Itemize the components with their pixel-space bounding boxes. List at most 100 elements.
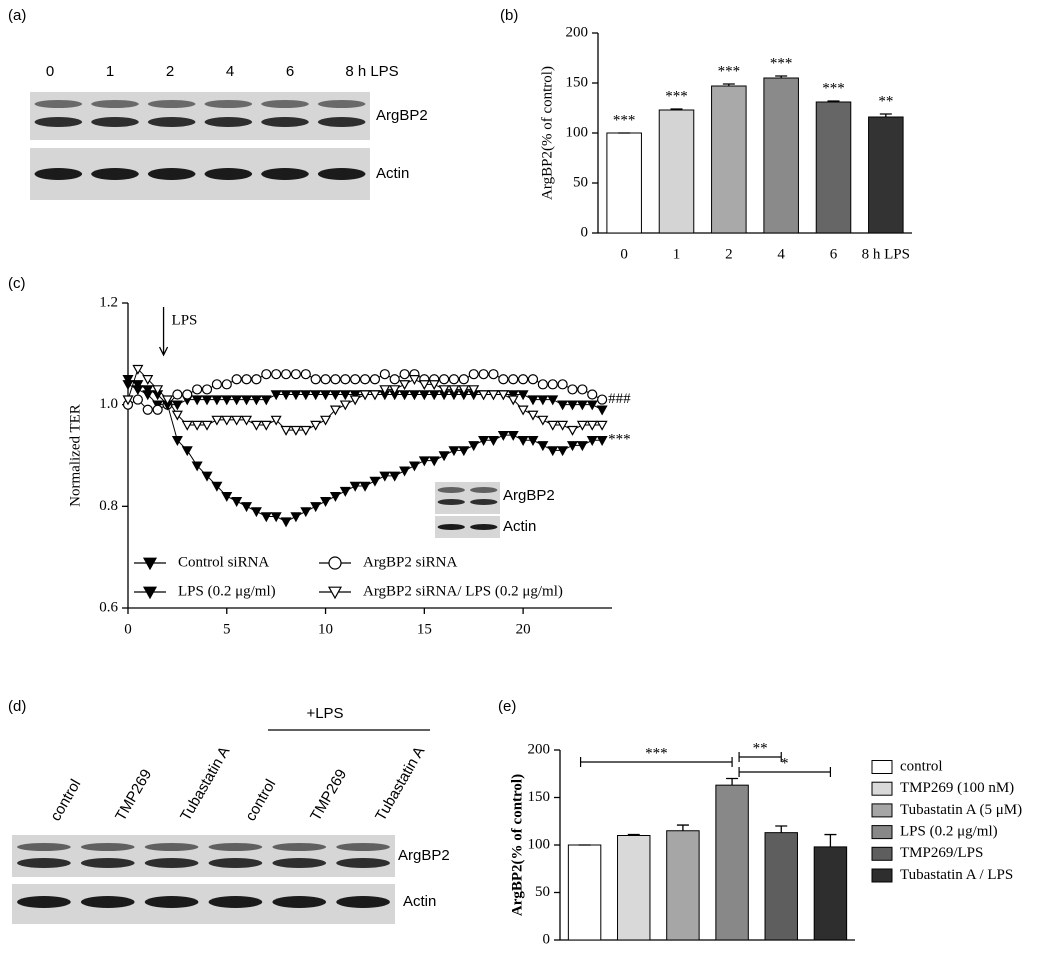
data-point bbox=[399, 390, 411, 401]
data-point bbox=[290, 512, 302, 523]
data-point bbox=[191, 420, 203, 431]
error-bar bbox=[775, 825, 788, 833]
data-point bbox=[320, 497, 332, 507]
data-point bbox=[280, 369, 292, 380]
x-tick-label: 0 bbox=[124, 621, 132, 637]
data-point bbox=[379, 369, 390, 380]
data-point bbox=[201, 384, 213, 395]
data-point bbox=[547, 379, 558, 390]
data-point bbox=[221, 415, 233, 426]
y-tick-label: 200 bbox=[566, 24, 589, 40]
lane-label: TMP269 bbox=[112, 766, 155, 824]
blot-band bbox=[336, 858, 390, 868]
data-point bbox=[171, 400, 183, 411]
data-point bbox=[399, 369, 410, 380]
data-point bbox=[211, 379, 222, 390]
blot-band bbox=[261, 100, 309, 108]
blot-band bbox=[144, 896, 199, 908]
blot-band bbox=[437, 499, 465, 505]
data-point bbox=[557, 400, 569, 411]
lane-label: Tubastatin A bbox=[177, 744, 233, 824]
data-point bbox=[221, 395, 233, 406]
x-tick-label: 0 bbox=[620, 246, 628, 262]
blot-actin bbox=[30, 148, 370, 200]
data-point bbox=[537, 395, 549, 406]
blot-band bbox=[34, 117, 83, 127]
comparison-bracket bbox=[738, 767, 832, 777]
blot-band bbox=[208, 858, 263, 868]
data-point bbox=[438, 374, 450, 385]
band-label: ArgBP2 bbox=[398, 847, 450, 864]
y-tick-label: 1.2 bbox=[99, 294, 118, 310]
bar bbox=[606, 132, 642, 234]
data-point bbox=[250, 420, 262, 431]
data-point bbox=[458, 446, 470, 457]
data-point bbox=[527, 374, 539, 385]
data-point bbox=[369, 374, 381, 385]
error-bar bbox=[676, 824, 689, 831]
data-point bbox=[310, 502, 322, 513]
blot-band bbox=[261, 117, 309, 127]
data-point bbox=[132, 380, 144, 391]
legend-swatch bbox=[871, 760, 893, 774]
data-point bbox=[201, 420, 213, 431]
error-bar bbox=[726, 777, 739, 786]
error-bar bbox=[722, 83, 735, 86]
legend-label: Tubastatin A / LPS bbox=[900, 867, 1013, 883]
data-point bbox=[290, 369, 302, 380]
data-point bbox=[369, 476, 381, 487]
data-point bbox=[478, 436, 490, 446]
data-point bbox=[142, 385, 154, 396]
data-point bbox=[468, 369, 479, 380]
error-bar bbox=[775, 75, 788, 78]
data-point bbox=[517, 390, 529, 401]
lane-label: 8 h LPS bbox=[345, 63, 398, 80]
data-point bbox=[260, 512, 272, 523]
data-point bbox=[596, 420, 608, 431]
data-point bbox=[329, 405, 341, 416]
bar bbox=[711, 85, 747, 234]
data-point bbox=[250, 395, 262, 406]
data-point bbox=[270, 390, 282, 401]
y-tick-label: 50 bbox=[573, 174, 588, 190]
data-point bbox=[310, 420, 322, 431]
data-point bbox=[507, 390, 519, 401]
data-point bbox=[132, 394, 143, 405]
y-tick-label: 200 bbox=[528, 741, 551, 757]
data-point bbox=[349, 395, 361, 406]
blot-band bbox=[204, 168, 253, 180]
significance: *** bbox=[822, 80, 845, 96]
data-point bbox=[518, 374, 529, 385]
bar bbox=[815, 101, 852, 234]
data-point bbox=[280, 517, 292, 528]
data-point bbox=[350, 374, 361, 385]
annotation: LPS bbox=[172, 312, 198, 328]
lane-label: 1 bbox=[106, 63, 114, 80]
data-point bbox=[507, 430, 519, 441]
data-point bbox=[359, 481, 371, 492]
error-bar bbox=[824, 833, 837, 847]
data-point bbox=[537, 415, 549, 426]
data-point bbox=[132, 364, 144, 375]
panel-label: (c) bbox=[8, 275, 26, 292]
bar bbox=[764, 832, 798, 941]
legend-swatch bbox=[871, 846, 893, 861]
data-point bbox=[497, 390, 509, 401]
data-point bbox=[379, 385, 391, 396]
significance: *** bbox=[613, 112, 636, 128]
significance: *** bbox=[718, 63, 741, 79]
data-point bbox=[329, 390, 341, 401]
data-point bbox=[122, 375, 134, 385]
data-point bbox=[241, 415, 253, 426]
blot-band bbox=[272, 896, 327, 908]
annotation-arrow bbox=[158, 307, 169, 357]
data-point bbox=[181, 420, 193, 431]
data-point bbox=[290, 425, 302, 436]
y-tick-label: 0 bbox=[543, 931, 551, 947]
blot-band bbox=[147, 168, 196, 180]
blot-band bbox=[144, 858, 199, 868]
data-point bbox=[349, 390, 361, 401]
y-tick-label: 1.0 bbox=[99, 396, 118, 412]
significance: ** bbox=[878, 93, 893, 109]
comparison-bracket bbox=[579, 757, 733, 767]
